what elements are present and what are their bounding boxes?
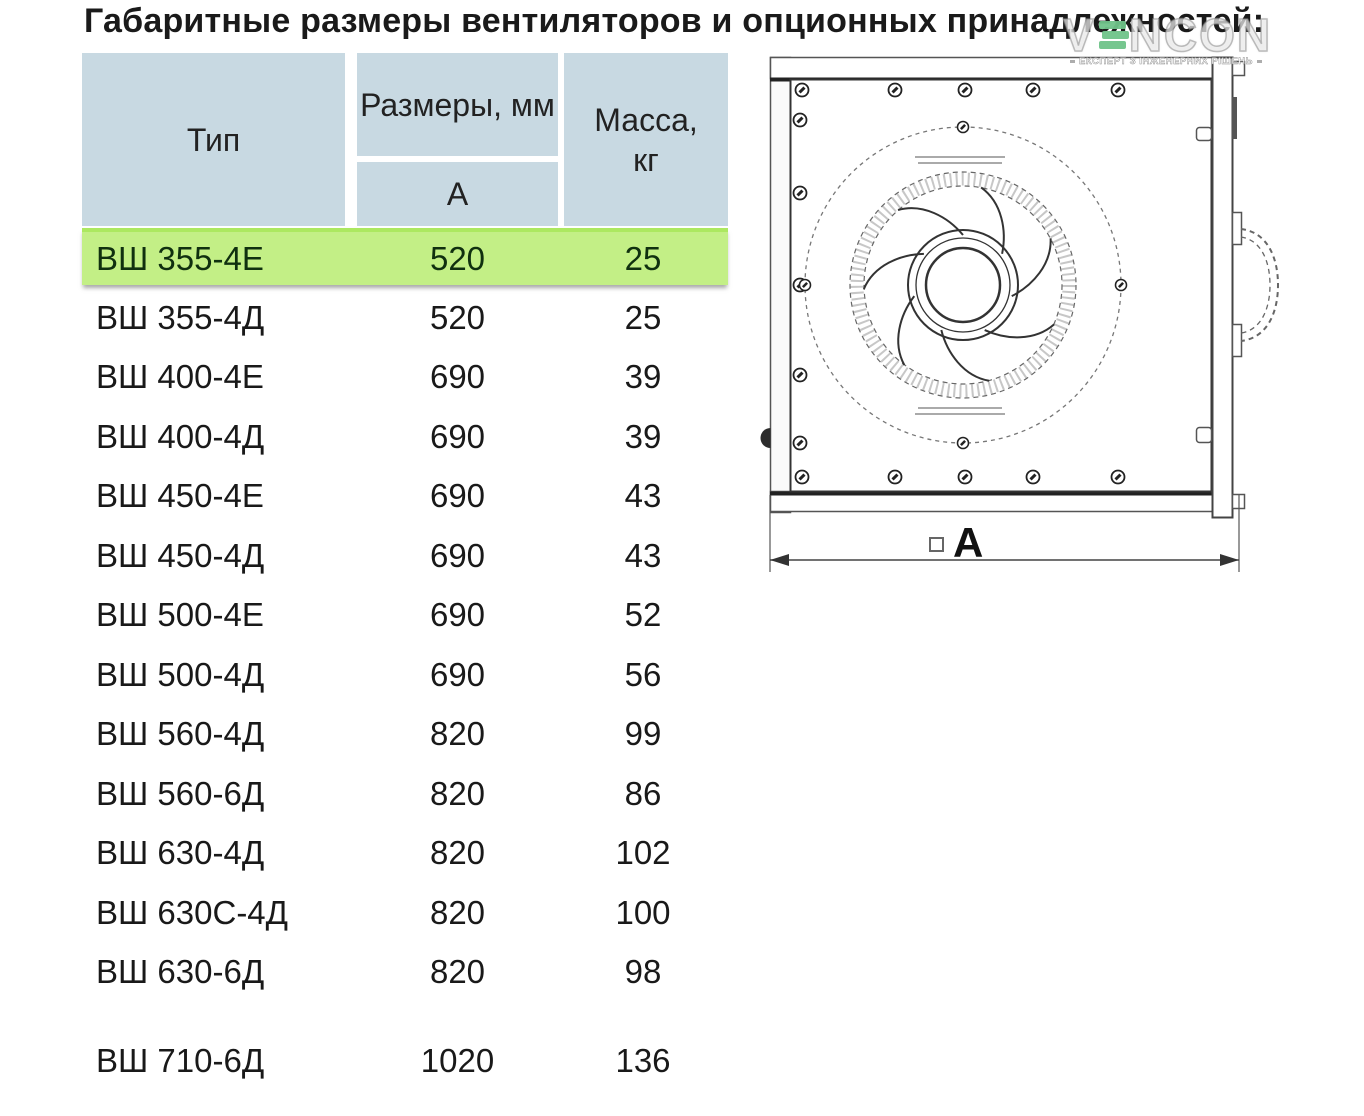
table-row-highlighted: ВШ 355-4Е 520 25: [82, 228, 728, 285]
cell-type: ВШ 560-6Д: [96, 774, 265, 812]
square-outline-icon: [929, 537, 944, 552]
impeller: [849, 156, 1077, 415]
cell-dimension-a: 820: [429, 893, 486, 931]
cell-dimension-a: 690: [429, 417, 486, 455]
cell-type: ВШ 630-4Д: [96, 834, 265, 872]
cell-type: ВШ 450-4Д: [96, 536, 265, 574]
cell-mass: 100: [615, 893, 671, 931]
cell-dimension-a: 690: [429, 596, 486, 634]
table-row: ВШ 560-4Д 820 99: [82, 705, 728, 765]
cell-dimension-a: 820: [429, 774, 486, 812]
cell-dimension-a: 520: [429, 239, 486, 277]
arrow-left-icon: [770, 554, 789, 566]
cell-mass: 43: [624, 536, 662, 574]
cell-mass: 25: [624, 298, 662, 336]
handle-bracket-bottom: [1231, 323, 1243, 358]
top-latch: [1231, 60, 1246, 77]
vencon-watermark-logo: V NCON: [1062, 8, 1273, 62]
cell-dimension-a: 690: [429, 536, 486, 574]
table-row: ВШ 500-4Е 690 52: [82, 586, 728, 646]
header-dimensions-mm: Размеры, мм: [357, 53, 558, 156]
table-row: ВШ 560-6Д 820 86: [82, 764, 728, 824]
tagline-text: ЕКСПЕРТ З ІНЖЕНЕРНИХ РІШЕНЬ: [1079, 56, 1253, 67]
cell-type: ВШ 355-4Д: [96, 298, 265, 336]
dimension-a: A: [769, 495, 1240, 572]
table-row: ВШ 450-4Д 690 43: [82, 526, 728, 586]
cell-type: ВШ 710-6Д: [96, 1041, 265, 1079]
table-row: ВШ 355-4Д 520 25: [82, 288, 728, 348]
fan-technical-drawing: A: [760, 56, 1280, 572]
table-row: ВШ 710-6Д 1020 136: [82, 1031, 728, 1091]
cell-mass: 52: [624, 596, 662, 634]
cell-type: ВШ 400-4Е: [96, 358, 264, 396]
hub-inner: [924, 246, 1002, 324]
cell-dimension-a: 820: [429, 715, 486, 753]
cell-dimension-a: 520: [429, 298, 486, 336]
cell-mass: 98: [624, 953, 662, 991]
right-side-wall: [1211, 56, 1234, 519]
tagline-rule-left: [1070, 60, 1076, 63]
handle-outline: [1240, 228, 1280, 342]
table-row: ВШ 630-6Д 820 98: [82, 943, 728, 1003]
table-rows: ВШ 355-4Е 520 25 ВШ 355-4Д 520 25 ВШ 400-4Е 690…: [82, 228, 728, 1091]
tagline-rule-right: [1256, 60, 1263, 63]
fan-housing: [760, 56, 1280, 519]
cell-dimension-a: 1020: [420, 1041, 495, 1079]
brand-letter-v: V: [1062, 8, 1096, 62]
hinge-bar: [1232, 97, 1237, 139]
header-mass-kg: Масса, кг: [564, 53, 728, 226]
header-type: Тип: [82, 53, 345, 226]
cable-gland: [760, 428, 771, 448]
cell-type: ВШ 450-4Е: [96, 477, 264, 515]
page-title: Габаритные размеры вентиляторов и опцион…: [84, 2, 1265, 40]
panel-clip-bottom: [1195, 426, 1213, 444]
cell-mass: 86: [624, 774, 662, 812]
cell-type: ВШ 500-4Д: [96, 655, 265, 693]
rim-hatching: [850, 172, 1076, 398]
cell-mass: 56: [624, 655, 662, 693]
cell-mass: 102: [615, 834, 671, 872]
hub-outer: [907, 229, 1019, 341]
cell-type: ВШ 630С-4Д: [96, 893, 289, 931]
arrow-right-icon: [1220, 554, 1239, 566]
table-row: ВШ 630С-4Д 820 100: [82, 883, 728, 943]
left-side-wall: [769, 56, 792, 514]
inlet-bolt-circle: [798, 120, 1128, 450]
table-row: ВШ 400-4Е 690 39: [82, 348, 728, 408]
cell-mass: 39: [624, 417, 662, 455]
cell-dimension-a: 690: [429, 358, 486, 396]
table-row: ВШ 630-4Д 820 102: [82, 824, 728, 884]
cell-mass: 25: [624, 239, 662, 277]
cell-mass: 136: [615, 1041, 671, 1079]
header-dimension-a: А: [357, 162, 558, 226]
dimension-label: A: [953, 519, 983, 566]
cell-type: ВШ 355-4Е: [96, 239, 264, 277]
handle-bracket-top: [1231, 211, 1243, 246]
table-row: ВШ 400-4Д 690 39: [82, 407, 728, 467]
table-row: ВШ 500-4Д 690 56: [82, 645, 728, 705]
stacked-books-icon: [1098, 21, 1129, 49]
brand-letters-ncon: NCON: [1128, 8, 1273, 62]
cell-dimension-a: 690: [429, 477, 486, 515]
cell-type: ВШ 630-6Д: [96, 953, 265, 991]
cell-dimension-a: 820: [429, 953, 486, 991]
impeller-blades: [862, 186, 1055, 382]
cell-dimension-a: 690: [429, 655, 486, 693]
cell-mass: 99: [624, 715, 662, 753]
cell-mass: 39: [624, 358, 662, 396]
watermark-tagline: ЕКСПЕРТ З ІНЖЕНЕРНИХ РІШЕНЬ: [1070, 56, 1263, 67]
cell-type: ВШ 560-4Д: [96, 715, 265, 753]
cell-dimension-a: 820: [429, 834, 486, 872]
cell-type: ВШ 400-4Д: [96, 417, 265, 455]
cell-type: ВШ 500-4Е: [96, 596, 264, 634]
cell-mass: 43: [624, 477, 662, 515]
panel-clip-top: [1195, 126, 1213, 142]
table-row: ВШ 450-4Е 690 43: [82, 467, 728, 527]
